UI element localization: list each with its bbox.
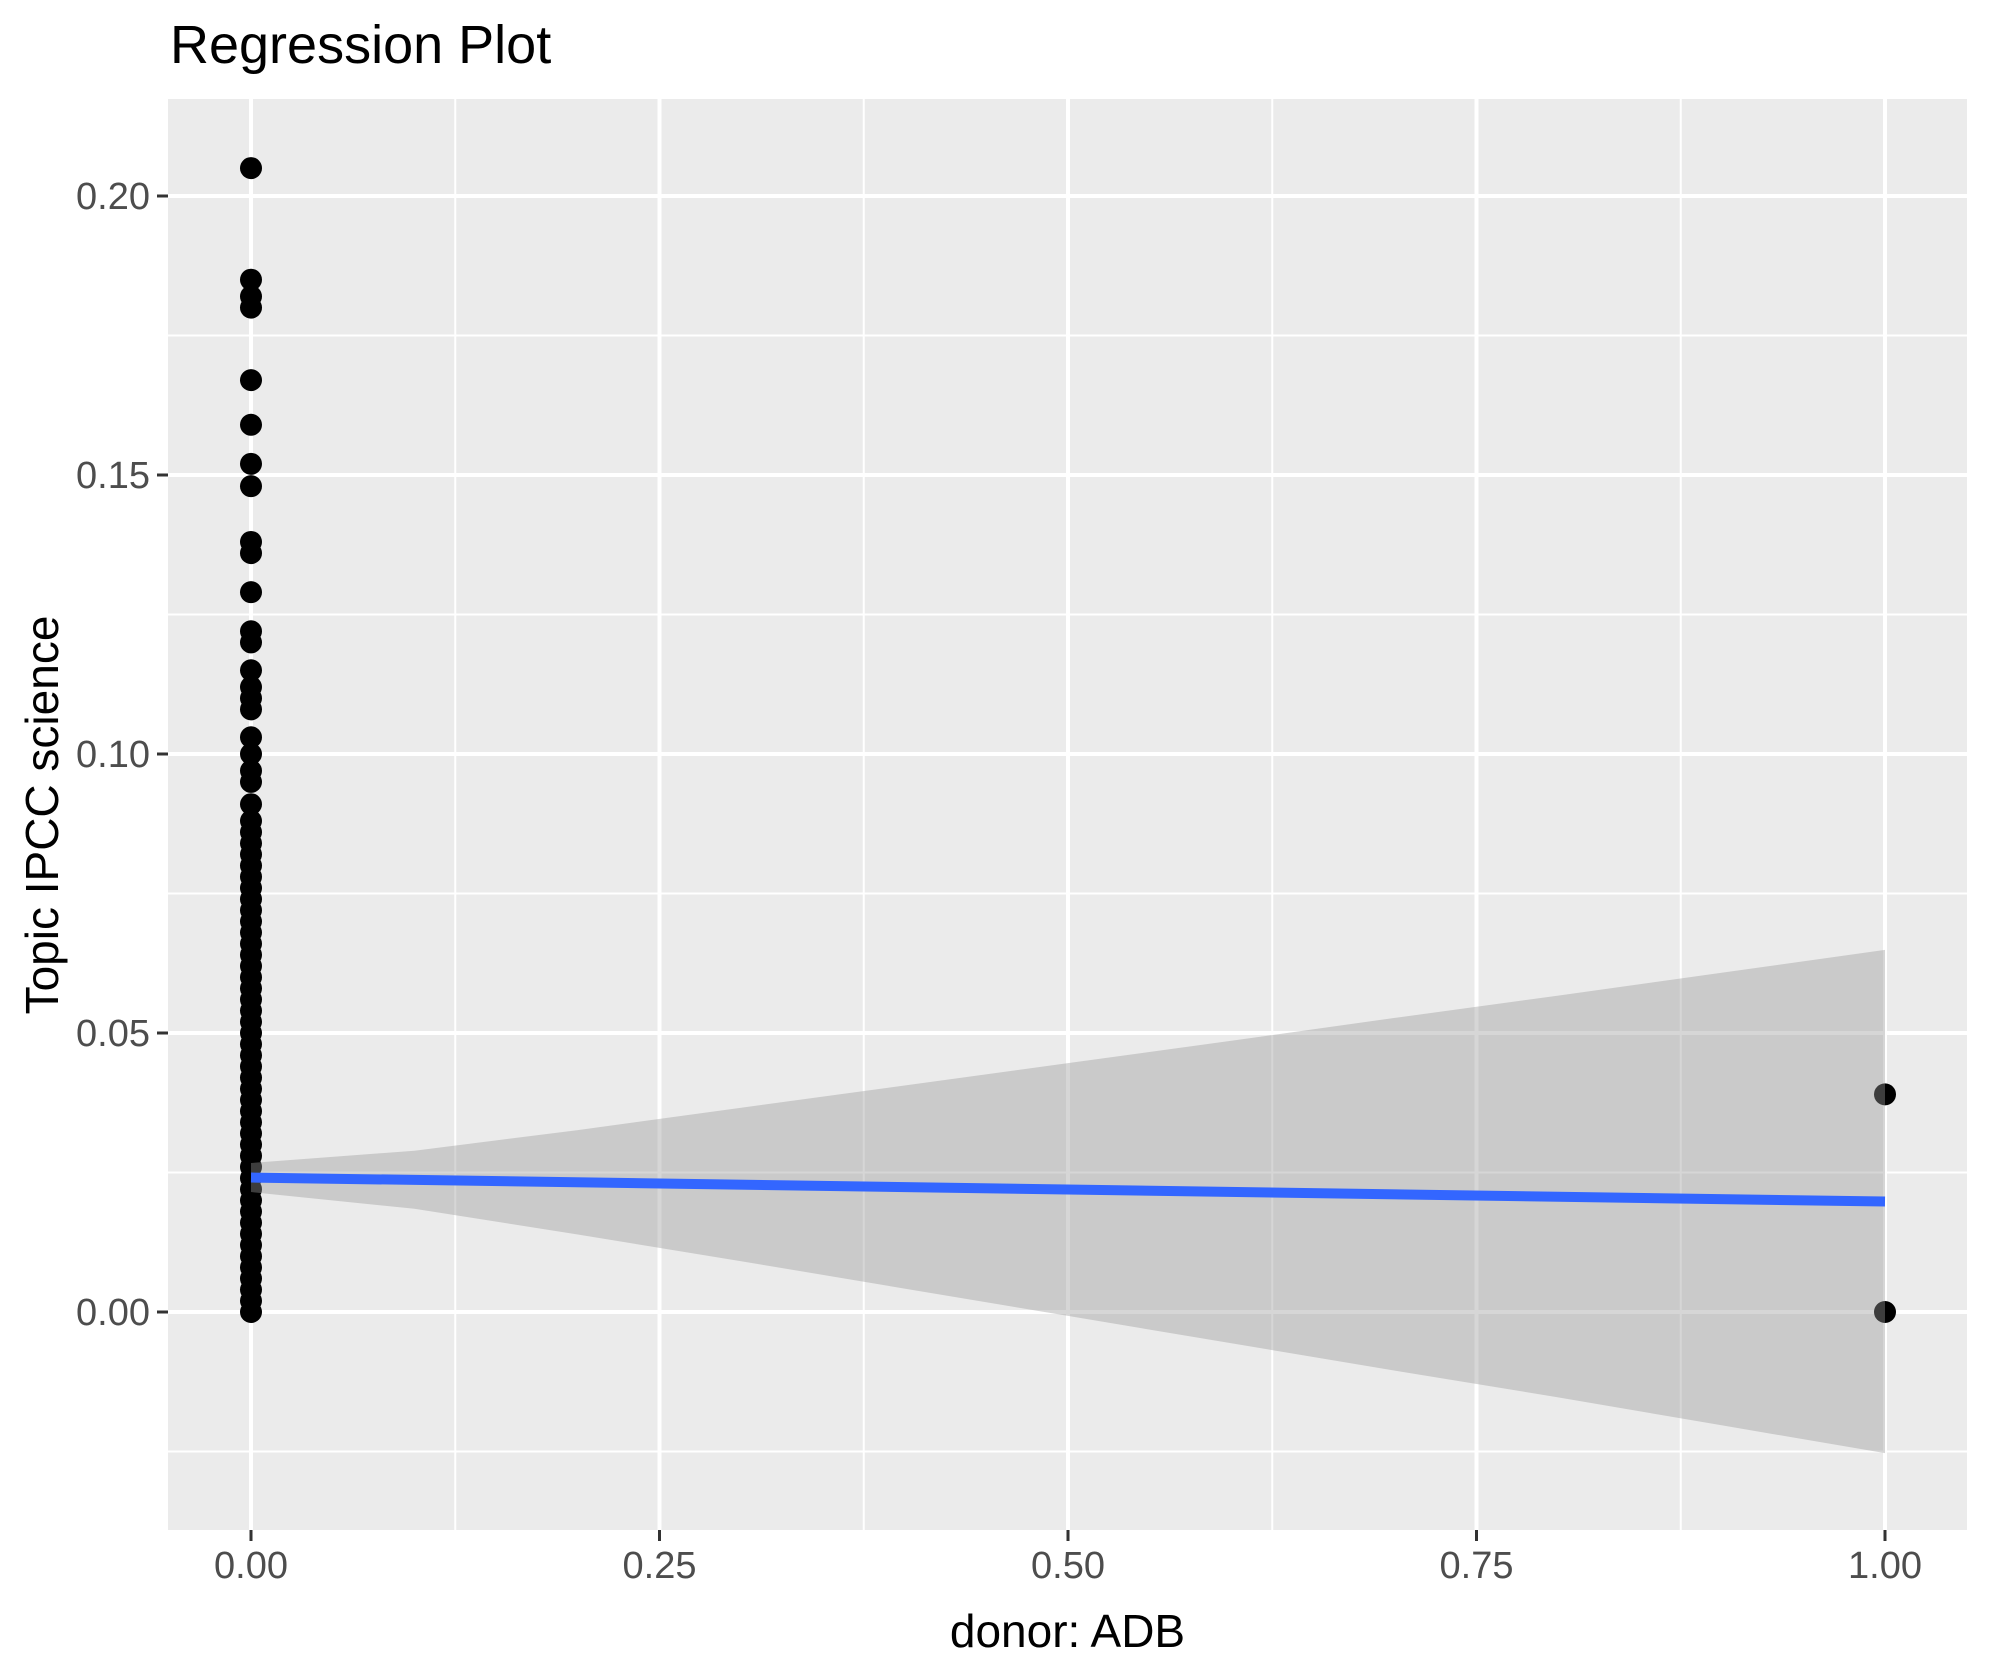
data-point [240,1301,262,1323]
data-point [240,659,262,682]
data-point [240,475,262,498]
y-axis-title: Topic IPCC science [16,615,68,1015]
data-point [240,770,262,793]
data-point [240,296,262,319]
data-point [240,698,262,721]
data-point [240,542,262,565]
data-point [240,413,262,436]
x-tick-label: 0.25 [623,1545,697,1587]
y-tick-label: 0.05 [76,1013,150,1055]
regression-line [250,1172,1886,1207]
y-tick-label: 0.20 [76,176,150,218]
data-point [240,631,262,654]
x-tick-label: 1.00 [1848,1545,1922,1587]
data-point [240,452,262,475]
data-point [240,743,262,765]
data-point [1874,1083,1896,1106]
data-point [240,726,262,749]
y-tick-label: 0.10 [76,734,150,776]
y-tick-label: 0.00 [76,1292,150,1334]
x-axis-title: donor: ADB [949,1605,1186,1657]
x-tick-label: 0.00 [214,1545,288,1587]
x-tick-label: 0.50 [1031,1545,1105,1587]
data-point [240,268,262,291]
data-point [240,369,262,392]
x-tick-label: 0.75 [1440,1545,1514,1587]
data-point [240,793,262,816]
plot-title: Regression Plot [170,15,552,75]
data-point [240,581,262,604]
confidence-band [251,949,1885,1454]
data-point [1874,1301,1896,1323]
data-point [240,157,262,180]
y-tick-label: 0.15 [76,455,150,497]
